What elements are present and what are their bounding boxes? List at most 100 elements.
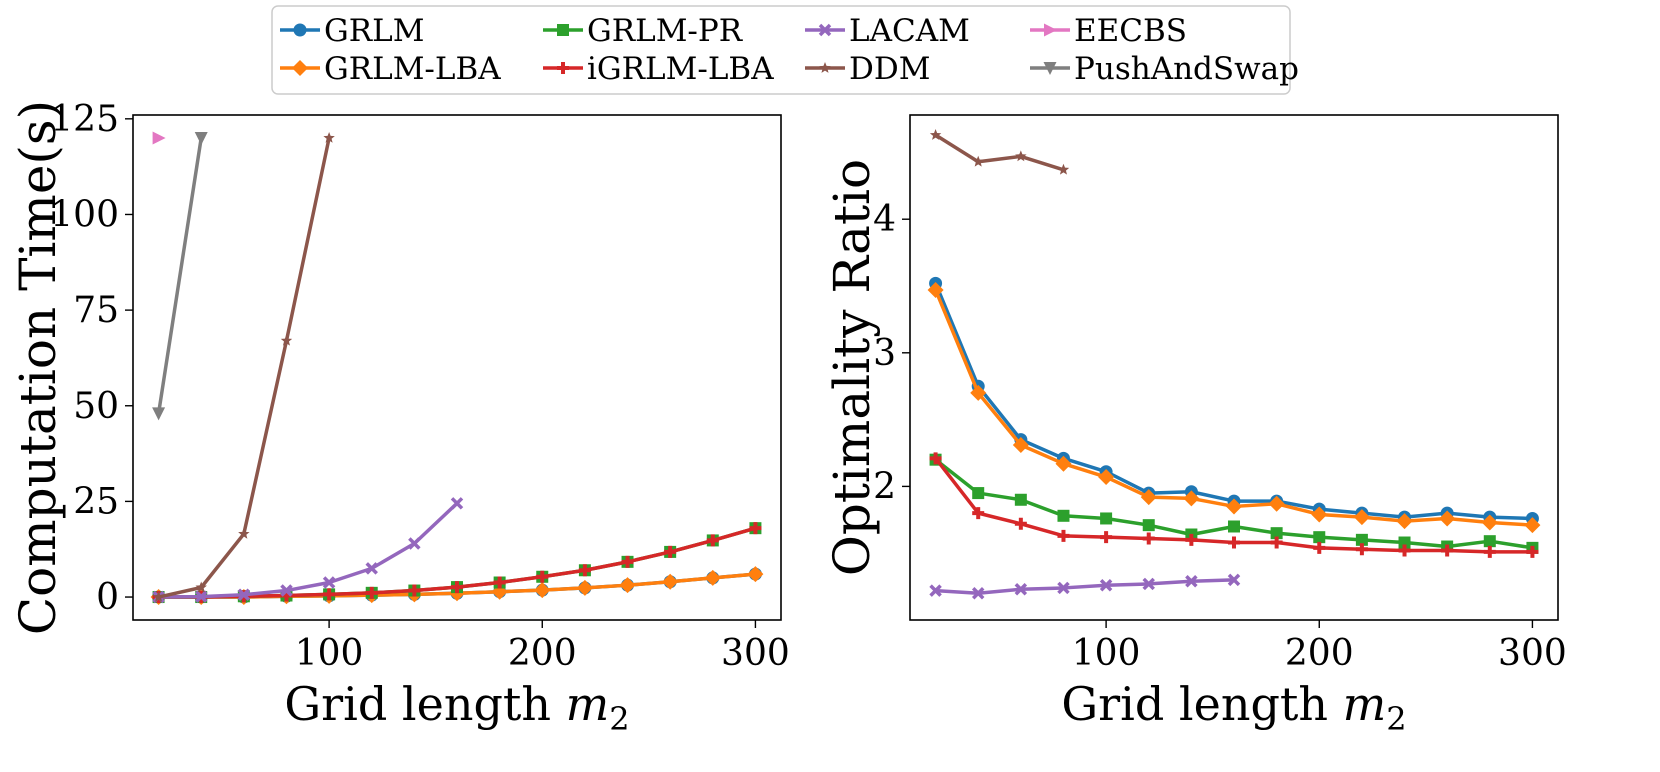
data-point-grlm-pr — [1355, 533, 1368, 546]
data-point-grlm-pr — [972, 487, 985, 500]
y-axis-label: Computation Time(s) — [9, 100, 67, 635]
y-tick-label: 25 — [73, 481, 119, 522]
legend-label: PushAndSwap — [1074, 51, 1299, 87]
series-grlm — [929, 276, 1539, 525]
data-point-lacam — [1057, 581, 1070, 595]
series-lacam — [152, 497, 464, 604]
data-point-lacam — [1227, 573, 1241, 587]
legend-item-grlm: GRLM — [280, 13, 424, 49]
data-point-lacam — [280, 584, 293, 597]
series-line-grlm-lba — [933, 289, 1533, 527]
legend-item-eecbs: EECBS — [1030, 13, 1187, 49]
data-point-grlm-pr — [1398, 536, 1411, 549]
data-point-igrlm-lba — [1526, 545, 1539, 558]
data-point-grlm-lba — [1012, 436, 1029, 453]
data-point-igrlm-lba — [1483, 545, 1496, 558]
data-point-igrlm-lba — [664, 545, 677, 558]
series-lacam — [929, 573, 1241, 600]
data-point-igrlm-lba — [1100, 531, 1113, 544]
legend-box — [271, 5, 1291, 95]
legend-marker-grlm-pr — [557, 24, 569, 36]
data-point-ddm — [238, 527, 250, 539]
data-point-ddm — [929, 129, 942, 140]
legend-marker-ddm — [819, 62, 831, 73]
y-tick-label: 125 — [50, 99, 119, 140]
data-point-igrlm-lba — [929, 452, 942, 465]
series-ddm — [929, 129, 1070, 175]
data-point-ddm — [195, 581, 207, 593]
data-point-grlm-lba — [1226, 498, 1242, 515]
legend-label: LACAM — [849, 13, 970, 49]
data-point-igrlm-lba — [578, 564, 591, 577]
data-point-grlm-lba — [534, 582, 551, 599]
data-point-igrlm-lba — [323, 588, 336, 601]
data-point-igrlm-lba — [1057, 529, 1070, 542]
x-axis-label: Grid length m2 — [1061, 677, 1406, 738]
legend-item-grlm-lba: GRLM-LBA — [280, 51, 501, 87]
x-tick-label: 200 — [508, 633, 577, 674]
data-point-igrlm-lba — [493, 576, 506, 589]
legend-item-pushandswap: PushAndSwap — [1030, 51, 1299, 87]
series-grlm-lba — [927, 282, 1541, 534]
data-point-igrlm-lba — [749, 522, 762, 535]
series-line-lacam — [158, 502, 459, 599]
data-point-grlm-pr — [1014, 493, 1027, 506]
data-point-grlm-lba — [1268, 495, 1285, 512]
y-tick-label: 100 — [50, 194, 119, 235]
series-line-grlm — [933, 282, 1533, 521]
data-point-grlm-lba — [1098, 469, 1115, 486]
data-point-grlm-lba — [1140, 489, 1157, 506]
y-tick-label: 3 — [873, 333, 896, 374]
data-point-igrlm-lba — [706, 534, 719, 547]
x-tick-label: 100 — [1072, 633, 1141, 674]
data-point-grlm-lba — [1055, 455, 1072, 472]
legend: GRLM GRLM-PR LACAM EECBS GRLM-LBA iGRLM-LBA DD… — [271, 5, 1299, 95]
data-point-lacam — [1185, 575, 1198, 588]
data-point-grlm-pr — [1313, 531, 1326, 544]
legend-marker-lacam — [818, 23, 832, 37]
data-point-lacam — [1014, 583, 1028, 596]
y-tick-label: 4 — [873, 199, 896, 240]
data-point-ddm — [1015, 150, 1027, 162]
data-point-grlm-lba — [1524, 517, 1541, 534]
legend-marker-grlm — [293, 23, 307, 37]
optimality-ratio-chart: 100 200 300 2 3 4 Grid length m2 Optimality Rat… — [823, 114, 1567, 738]
data-point-ddm — [152, 591, 165, 602]
data-point-grlm-lba — [662, 573, 679, 590]
data-point-igrlm-lba — [1014, 517, 1027, 530]
legend-marker-igrlm-lba — [557, 62, 569, 74]
data-point-grlm-lba — [747, 566, 764, 583]
legend-item-grlm-pr: GRLM-PR — [543, 13, 744, 49]
data-point-igrlm-lba — [1441, 544, 1454, 557]
series-ddm — [152, 131, 335, 602]
y-tick-label: 0 — [96, 577, 119, 618]
data-point-grlm-pr — [1142, 519, 1155, 532]
y-tick-label: 2 — [873, 466, 896, 507]
x-axis-label: Grid length m2 — [284, 677, 629, 738]
series-line-pushandswap — [156, 137, 203, 414]
data-point-grlm-pr — [1483, 535, 1496, 548]
data-point-grlm-lba — [1481, 514, 1498, 531]
data-point-igrlm-lba — [1355, 543, 1368, 556]
data-point-igrlm-lba — [1228, 536, 1240, 549]
legend-label: GRLM-PR — [587, 13, 744, 49]
data-point-grlm-lba — [1311, 506, 1328, 523]
x-tick-label: 300 — [721, 633, 790, 674]
series-pushandswap — [152, 131, 208, 421]
data-point-grlm-pr — [1228, 520, 1240, 533]
data-point-igrlm-lba — [1185, 533, 1198, 546]
series-igrlm-lba — [929, 452, 1539, 558]
legend-label: EECBS — [1074, 13, 1187, 49]
data-point-grlm-pr — [1270, 527, 1283, 540]
data-point-lacam — [450, 497, 464, 510]
data-point-pushandswap — [194, 131, 208, 145]
series-eecbs — [152, 131, 166, 145]
computation-time-chart: 100 200 300 0 25 50 75 100 125 Grid length m2 Comp… — [9, 99, 790, 738]
data-point-lacam — [365, 562, 378, 575]
legend-marker-eecbs — [1044, 23, 1057, 37]
series-line-ddm — [934, 133, 1064, 172]
data-point-lacam — [237, 588, 251, 601]
legend-item-igrlm-lba: iGRLM-LBA — [543, 51, 774, 87]
data-point-lacam — [1142, 577, 1155, 591]
